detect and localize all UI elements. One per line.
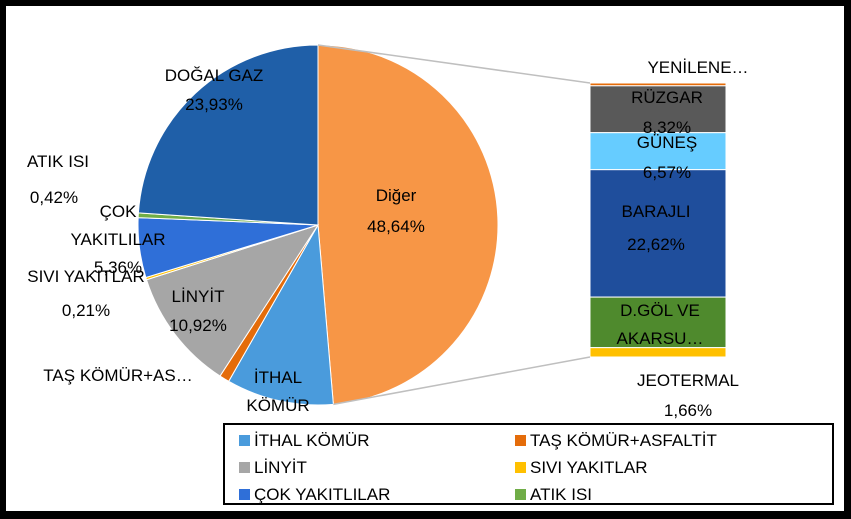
data-label-value: 48,64%	[367, 217, 425, 236]
data-label-value: 10,92%	[169, 316, 227, 335]
data-label-name: GÜNEŞ	[636, 133, 698, 152]
data-label-name: JEOTERMAL	[636, 371, 740, 390]
data-label-name: LİNYİT	[171, 287, 225, 306]
legend-item: ATIK ISI	[515, 481, 815, 504]
connector	[317, 44, 591, 84]
plot	[137, 44, 727, 406]
legend-swatch	[515, 462, 526, 473]
data-label-value: 1,66%	[663, 401, 713, 420]
pie-slice	[317, 44, 499, 405]
pie-slice	[228, 223, 334, 406]
legend-label: TAŞ KÖMÜR+ASFALTİT	[530, 430, 717, 450]
legend-item: İTHAL KÖMÜR	[239, 427, 515, 454]
legend-item: LİNYİT	[239, 454, 515, 481]
data-label-name: YENİLENE…	[647, 58, 749, 77]
bar-segment	[589, 85, 727, 134]
data-label-name: D.GÖL VE AKARSU…	[616, 301, 704, 348]
legend-swatch	[239, 435, 250, 446]
legend-swatch	[515, 435, 526, 446]
data-label-name: İTHAL KÖMÜR	[246, 368, 310, 415]
data-label-value: 23,93%	[185, 95, 243, 114]
data-label-name: BARAJLI	[621, 202, 691, 221]
data-label-name: ÇOK YAKITLILAR	[70, 202, 166, 249]
legend-label: İTHAL KÖMÜR	[254, 430, 370, 450]
data-label-value: 6,57%	[642, 163, 692, 182]
data-label-value: 22,62%	[627, 235, 685, 254]
legend-item: ÇOK YAKITLILAR	[239, 481, 515, 504]
legend-swatch	[515, 489, 526, 500]
legend-label: ATIK ISI	[530, 484, 593, 504]
data-label-name: ATIK ISI	[26, 152, 90, 171]
chart: İTHAL KÖMÜR TAŞ KÖMÜR+ASFALTİT LİNYİT SIVI …	[6, 6, 844, 511]
legend-swatch	[239, 462, 250, 473]
legend-swatch	[239, 489, 250, 500]
data-label-name: RÜZGAR	[631, 88, 703, 107]
bar-segment	[589, 347, 727, 358]
pie-slice	[137, 44, 319, 226]
legend: İTHAL KÖMÜR TAŞ KÖMÜR+ASFALTİT LİNYİT SIVI …	[223, 423, 834, 505]
legend-label: LİNYİT	[254, 457, 307, 477]
bar-segment	[589, 169, 727, 298]
data-label-name: TAŞ KÖMÜR+AS…	[43, 366, 193, 385]
data-label-value: 5,36%	[93, 258, 143, 277]
data-label-name: SIVI YAKITLAR	[27, 267, 145, 286]
pie-slice	[145, 224, 320, 377]
legend-label: SIVI YAKITLAR	[530, 457, 648, 477]
data-label-value: 0,42%	[29, 188, 79, 207]
legend-item: TAŞ KÖMÜR+ASFALTİT	[515, 427, 815, 454]
data-label-name: DOĞAL GAZ	[164, 66, 264, 85]
bar-segment	[589, 132, 727, 171]
data-label-value: 8,32%	[642, 118, 692, 137]
connector	[333, 356, 591, 406]
data-label-value: 0,21%	[61, 301, 111, 320]
legend-item: SIVI YAKITLAR	[515, 454, 815, 481]
legend-label: ÇOK YAKITLILAR	[254, 484, 391, 504]
data-label-name: Diğer	[375, 186, 417, 205]
